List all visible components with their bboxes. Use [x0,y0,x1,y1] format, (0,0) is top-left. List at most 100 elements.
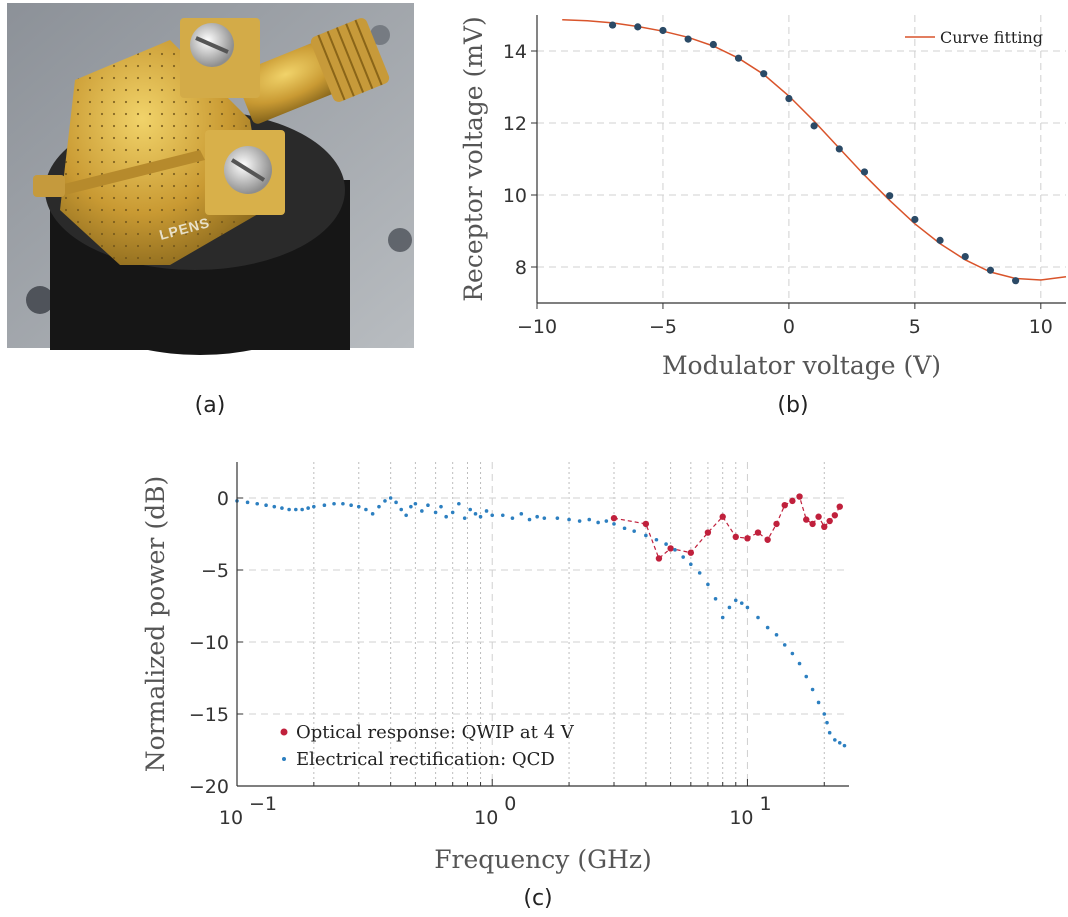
chart-b-data-point [608,21,617,29]
chart-b-data-point [634,23,642,31]
electrical-rectification-point [713,597,718,601]
chart-c-xtick-label: 10 [729,807,753,829]
electrical-rectification-point [797,661,802,666]
electrical-rectification-point [349,503,353,508]
chart-b-data-point [886,192,894,200]
chart-b-xtick-label: 10 [1029,316,1053,338]
chart-c-optical-points [610,493,843,562]
chart-b-xtick-label: 5 [909,316,921,338]
electrical-rectification-point [765,625,770,630]
legend-text-optical: Optical response: QWIP at 4 V [296,722,575,743]
chart-b-ticks: −10 −5 0 5 10 8 10 12 14 [503,41,1053,338]
electrical-rectification-point [827,730,832,735]
optical-response-point [610,514,618,522]
chart-b-fit-line [562,18,1067,281]
chart-c-ytick-label: −15 [189,704,229,726]
electrical-rectification-point [689,562,693,567]
chart-b-data-point [734,54,743,62]
chart-b-ytick-label: 8 [515,257,527,279]
electrical-rectification-point [300,507,304,512]
electrical-rectification-point [519,512,524,516]
electrical-rectification-point [399,507,404,512]
electrical-rectification-point [413,501,418,506]
chart-b-data-point [659,26,667,35]
electrical-rectification-point [654,537,659,542]
electrical-rectification-point [377,504,381,509]
electrical-rectification-point [484,509,489,513]
chart-b-data-point [810,122,818,130]
electrical-rectification-point [681,555,685,559]
electrical-rectification-point [356,504,361,509]
chart-c-xtick-label: 10 [219,807,243,829]
electrical-rectification-point [567,517,571,522]
electrical-rectification-point [604,519,609,523]
electrical-rectification-point [756,615,760,620]
electrical-rectification-point [825,720,829,725]
electrical-rectification-point [444,514,448,519]
optical-response-point [704,529,712,536]
optical-response-point [642,520,650,528]
panel-label-a: (a) [195,393,226,418]
electrical-rectification-point [720,615,725,620]
electrical-rectification-point [673,548,677,552]
electrical-rectification-point [312,504,316,509]
chart-c-legend: Optical response: QWIP at 4 V Electrical… [280,722,575,770]
electrical-rectification-point [500,513,505,518]
electrical-rectification-point [272,504,277,509]
chart-b-data-point [760,70,768,78]
chart-b-points [608,21,1020,285]
electrical-rectification-point [306,506,310,510]
optical-response-point [815,513,822,520]
device-photo: LPENS [7,3,414,355]
optical-response-point [821,523,828,530]
electrical-rectification-point [433,510,438,515]
chart-b-data-point [911,215,919,224]
panel-label-b: (b) [777,393,808,418]
panel-label-c: (c) [523,886,552,911]
chart-c-ytick-label: −5 [201,560,229,582]
chart-b-ytick-label: 14 [503,41,527,63]
electrical-rectification-point [490,513,495,518]
optical-response-point [789,497,796,505]
chart-b-data-point [835,145,843,153]
electrical-rectification-point [332,501,336,506]
legend-marker-optical [280,728,288,736]
electrical-rectification-point [364,507,368,512]
electrical-rectification-point [404,513,408,518]
chart-c-optical-line [613,495,841,560]
chart-b-data-point [936,236,944,244]
chart-c-ticks: 10 −1 10 0 10 1 −20 −15 −10 −5 0 [189,488,825,829]
electrical-rectification-point [644,533,648,538]
electrical-rectification-point [587,517,592,522]
chart-b-data-point [684,35,692,43]
chart-b-xlabel: Modulator voltage (V) [662,351,941,380]
optical-response-point [796,493,803,500]
electrical-rectification-point [409,504,413,509]
optical-response-point [773,520,780,528]
optical-response-line [613,495,841,560]
chart-b-ytick-label: 12 [503,113,527,135]
electrical-rectification-point [706,582,710,587]
electrical-rectification-point [555,516,560,520]
chart-c-xlabel: Frequency (GHz) [434,845,652,874]
optical-response-point [667,545,674,552]
chart-b-grid [536,15,1066,303]
optical-response-point [719,513,726,520]
optical-response-point [655,555,663,562]
electrical-rectification-point [697,571,702,575]
electrical-rectification-point [790,651,795,656]
electrical-rectification-point [322,503,327,508]
chart-c-electrical-points [235,496,847,748]
chart-b-xtick-label: −5 [649,316,677,338]
electrical-rectification-point [612,522,616,526]
electrical-rectification-point [439,504,443,509]
electrical-rectification-point [245,500,250,505]
electrical-rectification-point [468,507,473,512]
electrical-rectification-point [822,712,827,716]
electrical-rectification-point [745,605,750,610]
chart-b-data-point [961,252,969,261]
electrical-rectification-point [473,512,478,516]
electrical-rectification-point [542,516,547,520]
electrical-rectification-point [370,512,375,516]
optical-response-point [687,549,695,556]
